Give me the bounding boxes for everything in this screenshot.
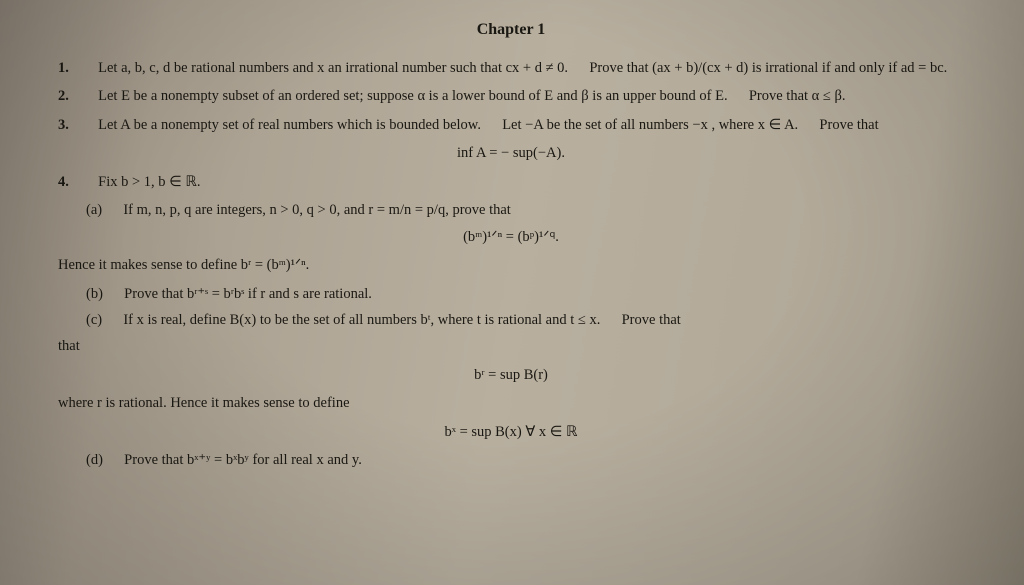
problem-number: 4.: [58, 174, 69, 190]
problem-text: Let A be a nonempty set of real numbers …: [98, 117, 481, 133]
problem-number: 3.: [58, 117, 69, 133]
problem-3: 3. Let A be a nonempty set of real numbe…: [58, 114, 964, 136]
problem-4-hence: Hence it makes sense to define bʳ = (bᵐ)…: [58, 254, 964, 276]
problem-text: Prove that bʳ⁺ˢ = bʳbˢ if r and s are ra…: [124, 286, 372, 302]
problem-number: 1.: [58, 60, 69, 76]
problem-text: Prove that: [819, 117, 878, 133]
problem-text: Let E be a nonempty subset of an ordered…: [98, 88, 727, 104]
problem-text: Prove that bˣ⁺ʸ = bˣbʸ for all real x an…: [124, 452, 362, 468]
problem-text: Prove that α ≤ β.: [749, 88, 846, 104]
problem-text: Prove that: [622, 312, 681, 328]
problem-4d: (d) Prove that bˣ⁺ʸ = bˣbʸ for all real …: [58, 449, 964, 471]
subpart-letter: (b): [86, 286, 103, 302]
subpart-letter: (d): [86, 452, 103, 468]
subpart-letter: (c): [86, 312, 102, 328]
problem-text: Prove that: [589, 60, 648, 76]
problem-text: Fix b > 1, b ∈ ℝ.: [98, 174, 200, 190]
problem-text: Let −A be the set of all numbers −x , wh…: [502, 117, 798, 133]
page-content: Chapter 1 1. Let a, b, c, d be rational …: [0, 0, 1024, 472]
subpart-letter: (a): [86, 202, 102, 218]
problem-text: Let a, b, c, d be rational numbers and x…: [98, 60, 568, 76]
problem-4c-tail: where r is rational. Hence it makes sens…: [58, 392, 964, 414]
problem-3-equation: inf A = − sup(−A).: [58, 142, 964, 164]
problem-4c-equation: bʳ = sup B(r): [58, 364, 964, 386]
problem-4: 4. Fix b > 1, b ∈ ℝ.: [58, 171, 964, 193]
problem-text: If m, n, p, q are integers, n > 0, q > 0…: [123, 202, 510, 218]
problem-text: (ax + b)/(cx + d) is irrational if and o…: [652, 60, 947, 76]
problem-4c: (c) If x is real, define B(x) to be the …: [58, 309, 964, 331]
problem-4a: (a) If m, n, p, q are integers, n > 0, q…: [58, 199, 964, 221]
problem-2: 2. Let E be a nonempty subset of an orde…: [58, 85, 964, 107]
problem-4c-equation-2: bˣ = sup B(x) ∀ x ∈ ℝ: [58, 421, 964, 443]
problem-4c-that: that: [58, 335, 964, 357]
problem-text: If x is real, define B(x) to be the set …: [123, 312, 600, 328]
problem-4a-equation: (bᵐ)¹ᐟⁿ = (bᵖ)¹ᐟ𐞥.: [58, 226, 964, 248]
chapter-title: Chapter 1: [58, 18, 964, 43]
problem-4b: (b) Prove that bʳ⁺ˢ = bʳbˢ if r and s ar…: [58, 283, 964, 305]
problem-number: 2.: [58, 88, 69, 104]
problem-1: 1. Let a, b, c, d be rational numbers an…: [58, 57, 964, 79]
